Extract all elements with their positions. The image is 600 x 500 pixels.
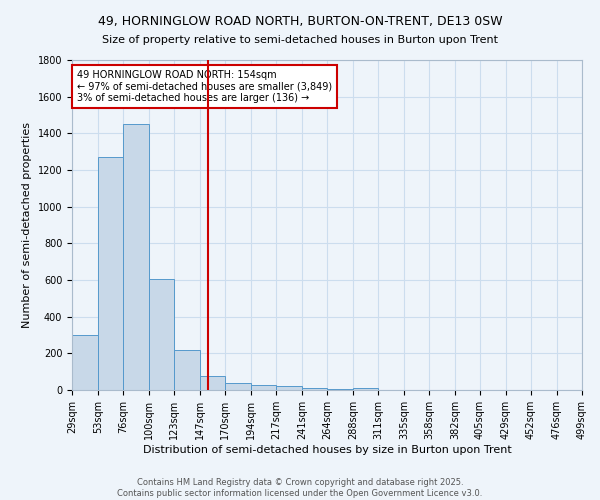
Y-axis label: Number of semi-detached properties: Number of semi-detached properties bbox=[22, 122, 32, 328]
Bar bbox=[251, 384, 276, 390]
Bar bbox=[327, 389, 353, 390]
Bar bbox=[123, 124, 149, 390]
Bar bbox=[174, 350, 200, 390]
Bar bbox=[353, 388, 378, 390]
Bar bbox=[72, 335, 98, 390]
Bar bbox=[149, 279, 174, 390]
Bar bbox=[225, 382, 251, 390]
X-axis label: Distribution of semi-detached houses by size in Burton upon Trent: Distribution of semi-detached houses by … bbox=[143, 444, 511, 454]
Bar bbox=[200, 376, 225, 390]
Text: 49 HORNINGLOW ROAD NORTH: 154sqm
← 97% of semi-detached houses are smaller (3,84: 49 HORNINGLOW ROAD NORTH: 154sqm ← 97% o… bbox=[77, 70, 332, 103]
Bar bbox=[276, 386, 302, 390]
Text: Size of property relative to semi-detached houses in Burton upon Trent: Size of property relative to semi-detach… bbox=[102, 35, 498, 45]
Text: 49, HORNINGLOW ROAD NORTH, BURTON-ON-TRENT, DE13 0SW: 49, HORNINGLOW ROAD NORTH, BURTON-ON-TRE… bbox=[98, 15, 502, 28]
Text: Contains HM Land Registry data © Crown copyright and database right 2025.
Contai: Contains HM Land Registry data © Crown c… bbox=[118, 478, 482, 498]
Bar bbox=[98, 157, 123, 390]
Bar bbox=[302, 388, 327, 390]
